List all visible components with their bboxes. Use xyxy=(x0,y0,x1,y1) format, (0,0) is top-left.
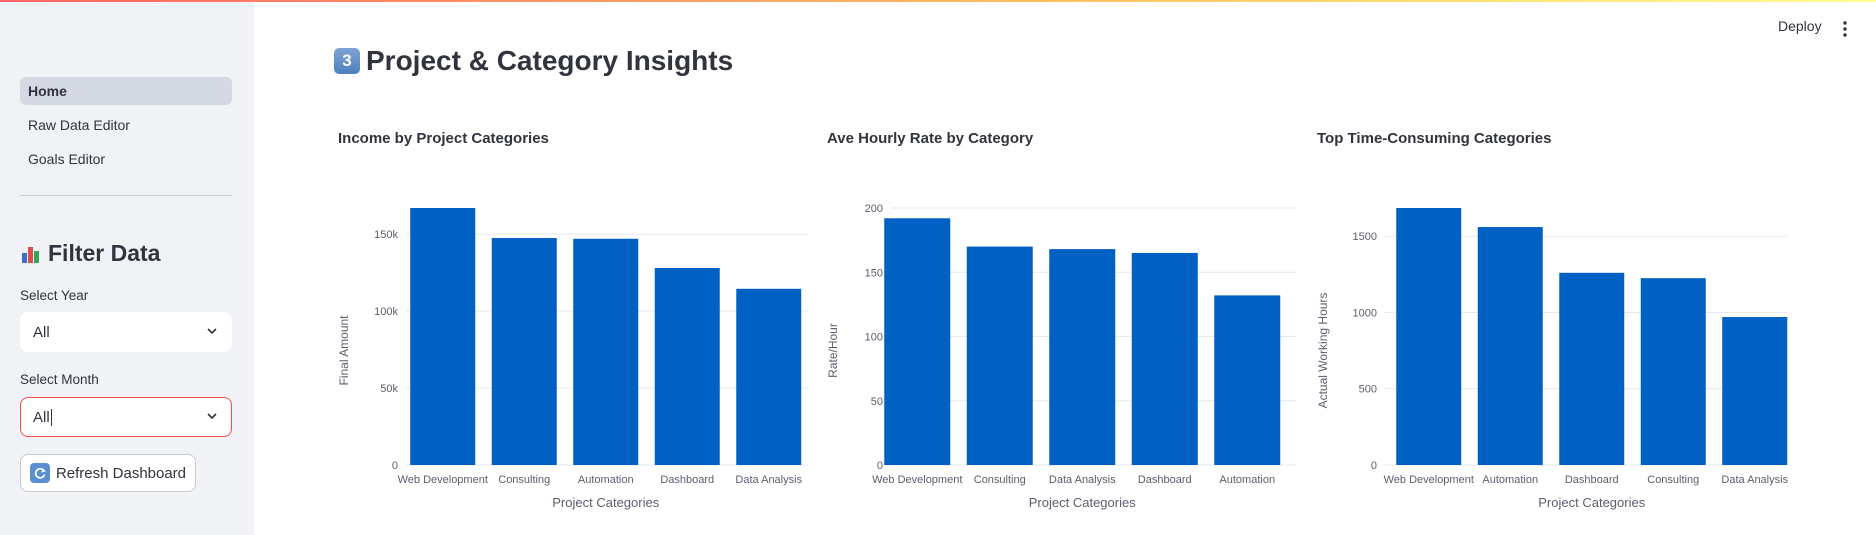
y-tick-label: 0 xyxy=(1371,460,1377,472)
y-tick-label: 150 xyxy=(865,267,883,279)
income-chart-svg: 0 50k 100k 150k Web Development Consulting Aut… xyxy=(337,208,808,510)
x-tick-label: Web Development xyxy=(1384,474,1474,486)
bar[interactable] xyxy=(884,218,951,465)
sidebar-nav: Home Raw Data Editor Goals Editor xyxy=(20,77,232,179)
sidebar-item-goals-editor[interactable]: Goals Editor xyxy=(28,151,106,167)
chart-title: Top Time-Consuming Categories xyxy=(1317,130,1552,147)
chevron-down-icon xyxy=(207,413,217,420)
select-year-label: Select Year xyxy=(20,288,89,303)
bar[interactable] xyxy=(1396,208,1462,465)
bar[interactable] xyxy=(1049,249,1116,465)
bar[interactable] xyxy=(654,268,720,465)
x-tick-label: Dashboard xyxy=(1138,474,1192,486)
bar[interactable] xyxy=(1640,278,1706,465)
sidebar-divider xyxy=(20,195,232,196)
x-tick-label: Automation xyxy=(1219,474,1275,486)
sidebar-item-raw-data-editor[interactable]: Raw Data Editor xyxy=(28,117,130,133)
y-axis-label: Rate/Hour xyxy=(826,323,840,378)
x-tick-label: Web Development xyxy=(872,474,962,486)
filter-heading-text: Filter Data xyxy=(48,240,161,266)
x-tick-label: Data Analysis xyxy=(1721,474,1788,486)
y-tick-label: 150k xyxy=(374,229,398,241)
bar[interactable] xyxy=(491,238,557,465)
select-month-label: Select Month xyxy=(20,372,99,387)
y-tick-label: 50 xyxy=(871,396,883,408)
x-axis-label: Project Categories xyxy=(552,495,659,510)
filter-heading: Filter Data xyxy=(20,240,160,267)
income-by-category-chart: Income by Project Categories 0 50k 100k 150… xyxy=(337,125,818,530)
y-tick-label: 1500 xyxy=(1353,231,1377,243)
refresh-dashboard-label: Refresh Dashboard xyxy=(55,464,187,482)
chevron-down-icon xyxy=(207,328,217,335)
bar[interactable] xyxy=(1477,227,1543,465)
y-tick-label: 100k xyxy=(374,306,398,318)
hourly-rate-chart: Ave Hourly Rate by Category 0 50 100 150 200… xyxy=(826,125,1307,530)
x-tick-label: Consulting xyxy=(498,474,550,486)
page-title-text: Project & Category Insights xyxy=(366,45,734,76)
bar[interactable] xyxy=(573,238,639,465)
y-tick-label: 50k xyxy=(380,383,398,395)
x-tick-label: Automation xyxy=(1482,474,1538,486)
x-tick-label: Automation xyxy=(578,474,634,486)
hourly-rate-chart-svg: 0 50 100 150 200 Web Development Consulting Dat… xyxy=(826,203,1297,510)
bar[interactable] xyxy=(1214,295,1281,465)
x-axis-label: Project Categories xyxy=(1029,495,1136,510)
select-month-dropdown[interactable]: All xyxy=(20,397,232,437)
keycap-number-icon: 3 xyxy=(334,48,360,74)
bar[interactable] xyxy=(1722,317,1788,465)
sidebar-item-home[interactable]: Home xyxy=(20,77,232,105)
x-tick-label: Dashboard xyxy=(1565,474,1619,486)
page-title: 3 Project & Category Insights xyxy=(334,45,733,77)
select-year-dropdown[interactable]: All xyxy=(20,312,232,352)
refresh-dashboard-button[interactable]: Refresh Dashboard xyxy=(20,454,196,492)
top-decoration-bar xyxy=(0,0,1876,2)
bar[interactable] xyxy=(966,246,1033,465)
y-tick-label: 200 xyxy=(865,203,883,215)
y-tick-label: 0 xyxy=(877,460,883,472)
bar[interactable] xyxy=(410,208,476,465)
bar-chart-icon xyxy=(20,243,42,265)
x-tick-label: Consulting xyxy=(974,474,1026,486)
chart-title: Ave Hourly Rate by Category xyxy=(827,130,1034,147)
y-axis-label: Actual Working Hours xyxy=(1316,293,1330,409)
y-tick-label: 100 xyxy=(865,332,883,344)
x-tick-label: Data Analysis xyxy=(735,474,802,486)
deploy-button[interactable]: Deploy xyxy=(1778,18,1822,34)
time-consuming-chart-svg: 0 500 1000 1500 Web Development Automation Das… xyxy=(1316,208,1789,510)
sidebar: Home Raw Data Editor Goals Editor Filter… xyxy=(0,0,254,535)
select-month-value: All xyxy=(33,408,50,426)
chart-title: Income by Project Categories xyxy=(338,130,549,147)
time-consuming-chart: Top Time-Consuming Categories 0 500 1000 15… xyxy=(1316,125,1797,530)
x-tick-label: Dashboard xyxy=(660,474,714,486)
y-tick-label: 500 xyxy=(1359,384,1377,396)
text-caret xyxy=(50,408,52,426)
bar[interactable] xyxy=(1131,252,1198,465)
vertical-dots-icon[interactable] xyxy=(1840,20,1850,38)
bar[interactable] xyxy=(1559,272,1625,465)
x-axis-label: Project Categories xyxy=(1538,495,1645,510)
select-year-value: All xyxy=(33,323,50,341)
y-tick-label: 1000 xyxy=(1353,307,1377,319)
y-tick-label: 0 xyxy=(392,460,398,472)
x-tick-label: Web Development xyxy=(398,474,488,486)
y-axis-label: Final Amount xyxy=(337,315,351,386)
bar[interactable] xyxy=(736,288,802,465)
x-tick-label: Consulting xyxy=(1647,474,1699,486)
x-tick-label: Data Analysis xyxy=(1049,474,1116,486)
refresh-icon xyxy=(29,463,50,483)
